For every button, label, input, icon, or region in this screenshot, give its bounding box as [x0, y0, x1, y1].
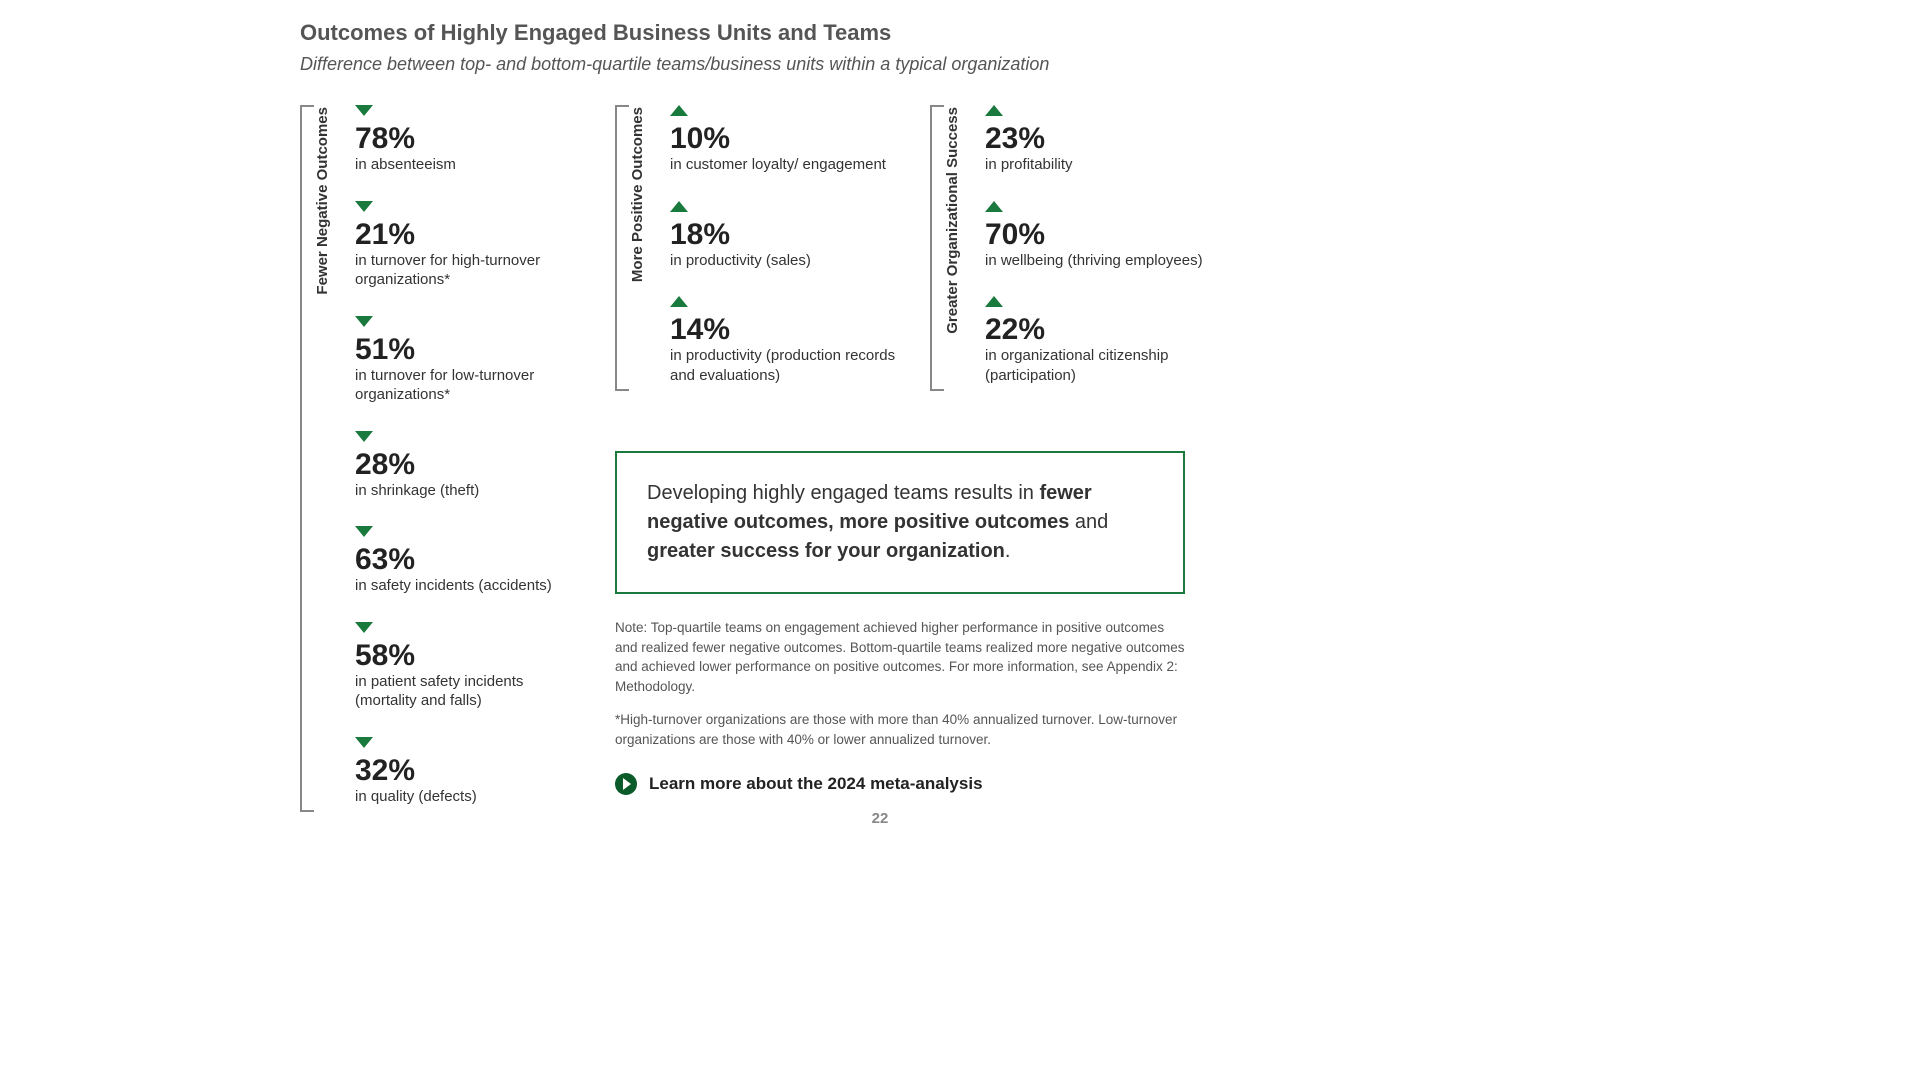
stat-percent: 14% — [670, 313, 900, 346]
stat-desc: in productivity (sales) — [670, 251, 900, 271]
arrow-up-icon — [985, 296, 1003, 307]
arrow-down-icon — [355, 737, 373, 748]
arrow-up-icon — [670, 105, 688, 116]
stat-item: 51%in turnover for low-turnover organiza… — [355, 316, 585, 405]
learn-more-link[interactable]: Learn more about the 2024 meta-analysis — [615, 773, 1185, 795]
arrow-down-icon — [355, 316, 373, 327]
stat-item: 63%in safety incidents (accidents) — [355, 526, 585, 596]
stat-item: 23%in profitability — [985, 105, 1215, 175]
callout-bold: greater success for your organization — [647, 540, 1005, 562]
stat-percent: 10% — [670, 122, 900, 155]
stat-percent: 23% — [985, 122, 1215, 155]
stat-item: 78%in absenteeism — [355, 105, 585, 175]
arrow-up-icon — [670, 201, 688, 212]
stat-desc: in shrinkage (theft) — [355, 481, 585, 501]
stat-percent: 51% — [355, 333, 585, 366]
stat-desc: in profitability — [985, 155, 1215, 175]
stat-desc: in productivity (production records and … — [670, 346, 900, 385]
stat-percent: 58% — [355, 639, 585, 672]
stat-desc: in safety incidents (accidents) — [355, 576, 585, 596]
stat-item: 70%in wellbeing (thriving employees) — [985, 201, 1215, 271]
stat-desc: in customer loyalty/ engagement — [670, 155, 900, 175]
stat-item: 14%in productivity (production records a… — [670, 296, 900, 385]
stat-item: 21%in turnover for high-turnover organiz… — [355, 201, 585, 290]
play-icon — [615, 773, 637, 795]
stat-percent: 28% — [355, 448, 585, 481]
callout-text: . — [1005, 540, 1011, 562]
stat-desc: in absenteeism — [355, 155, 585, 175]
page-title: Outcomes of Highly Engaged Business Unit… — [300, 20, 1460, 46]
callout-text: Developing highly engaged teams results … — [647, 482, 1039, 504]
column-negative-outcomes: Fewer Negative Outcomes 78%in absenteeis… — [300, 105, 585, 832]
stat-item: 18%in productivity (sales) — [670, 201, 900, 271]
stat-percent: 32% — [355, 754, 585, 787]
stat-percent: 70% — [985, 218, 1215, 251]
stat-item: 32%in quality (defects) — [355, 737, 585, 807]
stat-percent: 22% — [985, 313, 1215, 346]
column-organizational-success: Greater Organizational Success 23%in pro… — [930, 105, 1215, 411]
stat-desc: in organizational citizenship (participa… — [985, 346, 1215, 385]
stat-percent: 63% — [355, 543, 585, 576]
stat-percent: 21% — [355, 218, 585, 251]
footnote: Note: Top-quartile teams on engagement a… — [615, 618, 1185, 696]
footnote: *High-turnover organizations are those w… — [615, 710, 1185, 749]
stat-item: 58%in patient safety incidents (mortalit… — [355, 622, 585, 711]
stat-item: 22%in organizational citizenship (partic… — [985, 296, 1215, 385]
stat-desc: in patient safety incidents (mortality a… — [355, 672, 585, 711]
page-subtitle: Difference between top- and bottom-quart… — [300, 54, 1460, 75]
stat-desc: in turnover for high-turnover organizati… — [355, 251, 585, 290]
stat-desc: in turnover for low-turnover organizatio… — [355, 366, 585, 405]
stat-item: 28%in shrinkage (theft) — [355, 431, 585, 501]
stat-desc: in quality (defects) — [355, 787, 585, 807]
arrow-up-icon — [670, 296, 688, 307]
column-label: Fewer Negative Outcomes — [310, 105, 331, 297]
arrow-down-icon — [355, 526, 373, 537]
arrow-down-icon — [355, 105, 373, 116]
callout-text: and — [1069, 511, 1108, 533]
callout-box: Developing highly engaged teams results … — [615, 451, 1185, 594]
column-label: Greater Organizational Success — [940, 105, 961, 336]
arrow-up-icon — [985, 105, 1003, 116]
arrow-down-icon — [355, 622, 373, 633]
column-positive-outcomes: More Positive Outcomes 10%in customer lo… — [615, 105, 900, 411]
arrow-down-icon — [355, 201, 373, 212]
learn-more-label: Learn more about the 2024 meta-analysis — [649, 774, 983, 794]
stat-percent: 78% — [355, 122, 585, 155]
stat-item: 10%in customer loyalty/ engagement — [670, 105, 900, 175]
arrow-down-icon — [355, 431, 373, 442]
stat-desc: in wellbeing (thriving employees) — [985, 251, 1215, 271]
page-number: 22 — [872, 810, 889, 827]
arrow-up-icon — [985, 201, 1003, 212]
stat-percent: 18% — [670, 218, 900, 251]
column-label: More Positive Outcomes — [625, 105, 646, 284]
